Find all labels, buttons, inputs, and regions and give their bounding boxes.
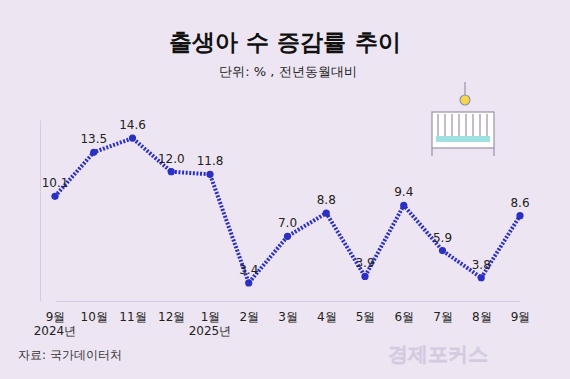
data-label: 13.5: [80, 132, 107, 146]
point: [439, 247, 446, 254]
x-tick-label: 5월: [356, 310, 376, 324]
data-label: 8.6: [510, 196, 529, 210]
point: [400, 202, 407, 209]
title: 출생아 수 증감률 추이: [169, 29, 400, 55]
x-tick-label: 11월: [119, 310, 146, 324]
x-tick: 6월: [394, 301, 414, 324]
point: [361, 273, 368, 280]
x-tick: 2월: [239, 301, 259, 324]
point: [284, 233, 291, 240]
data-label: 7.0: [278, 216, 297, 230]
x-tick-label: 1월: [201, 310, 221, 324]
data-label: 14.6: [119, 118, 146, 132]
x-tick: 1월: [201, 301, 221, 324]
data-label: 5.9: [433, 231, 452, 245]
x-tick: 7월: [433, 301, 453, 324]
x-tick-label: 9월: [46, 310, 66, 324]
logo: 경제포커스: [388, 342, 488, 366]
data-labels: 10.1 13.5 14.6 12.0 11.8 3.4 7.0 8.8 3.9 9.4 5.9 3.…: [42, 118, 530, 277]
data-label: 12.0: [158, 152, 185, 166]
crib-bar: [444, 114, 445, 136]
background: [0, 0, 570, 379]
y-axis: [40, 121, 41, 302]
point: [323, 209, 330, 216]
x-tick: 4월: [317, 301, 337, 324]
crib-mobile: [460, 95, 470, 105]
x-tick-label: 7월: [433, 310, 453, 324]
x-tick-label: 8월: [472, 310, 492, 324]
subtitle: 단위: % , 전년동월대비: [219, 64, 356, 79]
x-tick: 10월: [81, 301, 108, 324]
point: [245, 279, 252, 286]
data-label: 8.8: [317, 193, 336, 207]
x-tick-label: 9월: [511, 310, 531, 324]
chart: 출생아 수 증감률 추이단위: % , 전년동월대비9월10월11월12월1월2…: [0, 0, 570, 379]
crib-frame: [432, 112, 494, 148]
data-label: 10.1: [42, 176, 69, 190]
crib-bar: [458, 114, 459, 136]
data-label: 3.8: [472, 258, 491, 272]
crib-leg: [493, 148, 494, 156]
point: [90, 149, 97, 156]
point: [478, 274, 485, 281]
x-tick: 11월: [119, 301, 146, 324]
x-tick-label: 3월: [278, 310, 298, 324]
line: [55, 138, 520, 283]
x-tick: 9월: [46, 301, 66, 324]
y-axis-line: [40, 121, 41, 302]
x-tick-label: 6월: [394, 310, 414, 324]
point: [206, 171, 213, 178]
x-tick: 9월: [511, 301, 531, 324]
x-tick: 8월: [472, 301, 492, 324]
data-label: 9.4: [394, 185, 413, 199]
crib-bar: [472, 114, 473, 136]
crib-mattress: [436, 136, 490, 142]
crib-bar: [486, 114, 487, 136]
point: [51, 193, 58, 200]
x-axis-line: [56, 301, 521, 302]
crib-bar: [465, 114, 466, 136]
point: [516, 212, 523, 219]
source: 자료: 국가데이터처: [18, 348, 122, 362]
x-tick: 3월: [278, 301, 298, 324]
crib-bar: [479, 114, 480, 136]
crib-bar: [451, 114, 452, 136]
crib-icon: [432, 82, 494, 156]
x-axis: 9월 10월 11월 12월 1월 2월 3월 4월 5월 6월 7월 8월 9월: [46, 301, 531, 324]
year-label: 2025년: [189, 324, 232, 338]
point: [129, 135, 136, 142]
crib-leg: [431, 148, 432, 156]
x-tick-label: 2월: [239, 310, 259, 324]
year-label: 2024년: [34, 324, 77, 338]
x-tick: 12월: [158, 301, 185, 324]
data-label: 3.9: [355, 256, 374, 270]
x-tick-label: 10월: [81, 310, 108, 324]
plot-area: [51, 135, 523, 287]
point: [168, 168, 175, 175]
data-label: 11.8: [197, 154, 224, 168]
data-label: 3.4: [239, 263, 258, 277]
x-tick-label: 12월: [158, 310, 185, 324]
x-tick: 5월: [356, 301, 376, 324]
x-tick-label: 4월: [317, 310, 337, 324]
crib-bar: [437, 114, 438, 136]
